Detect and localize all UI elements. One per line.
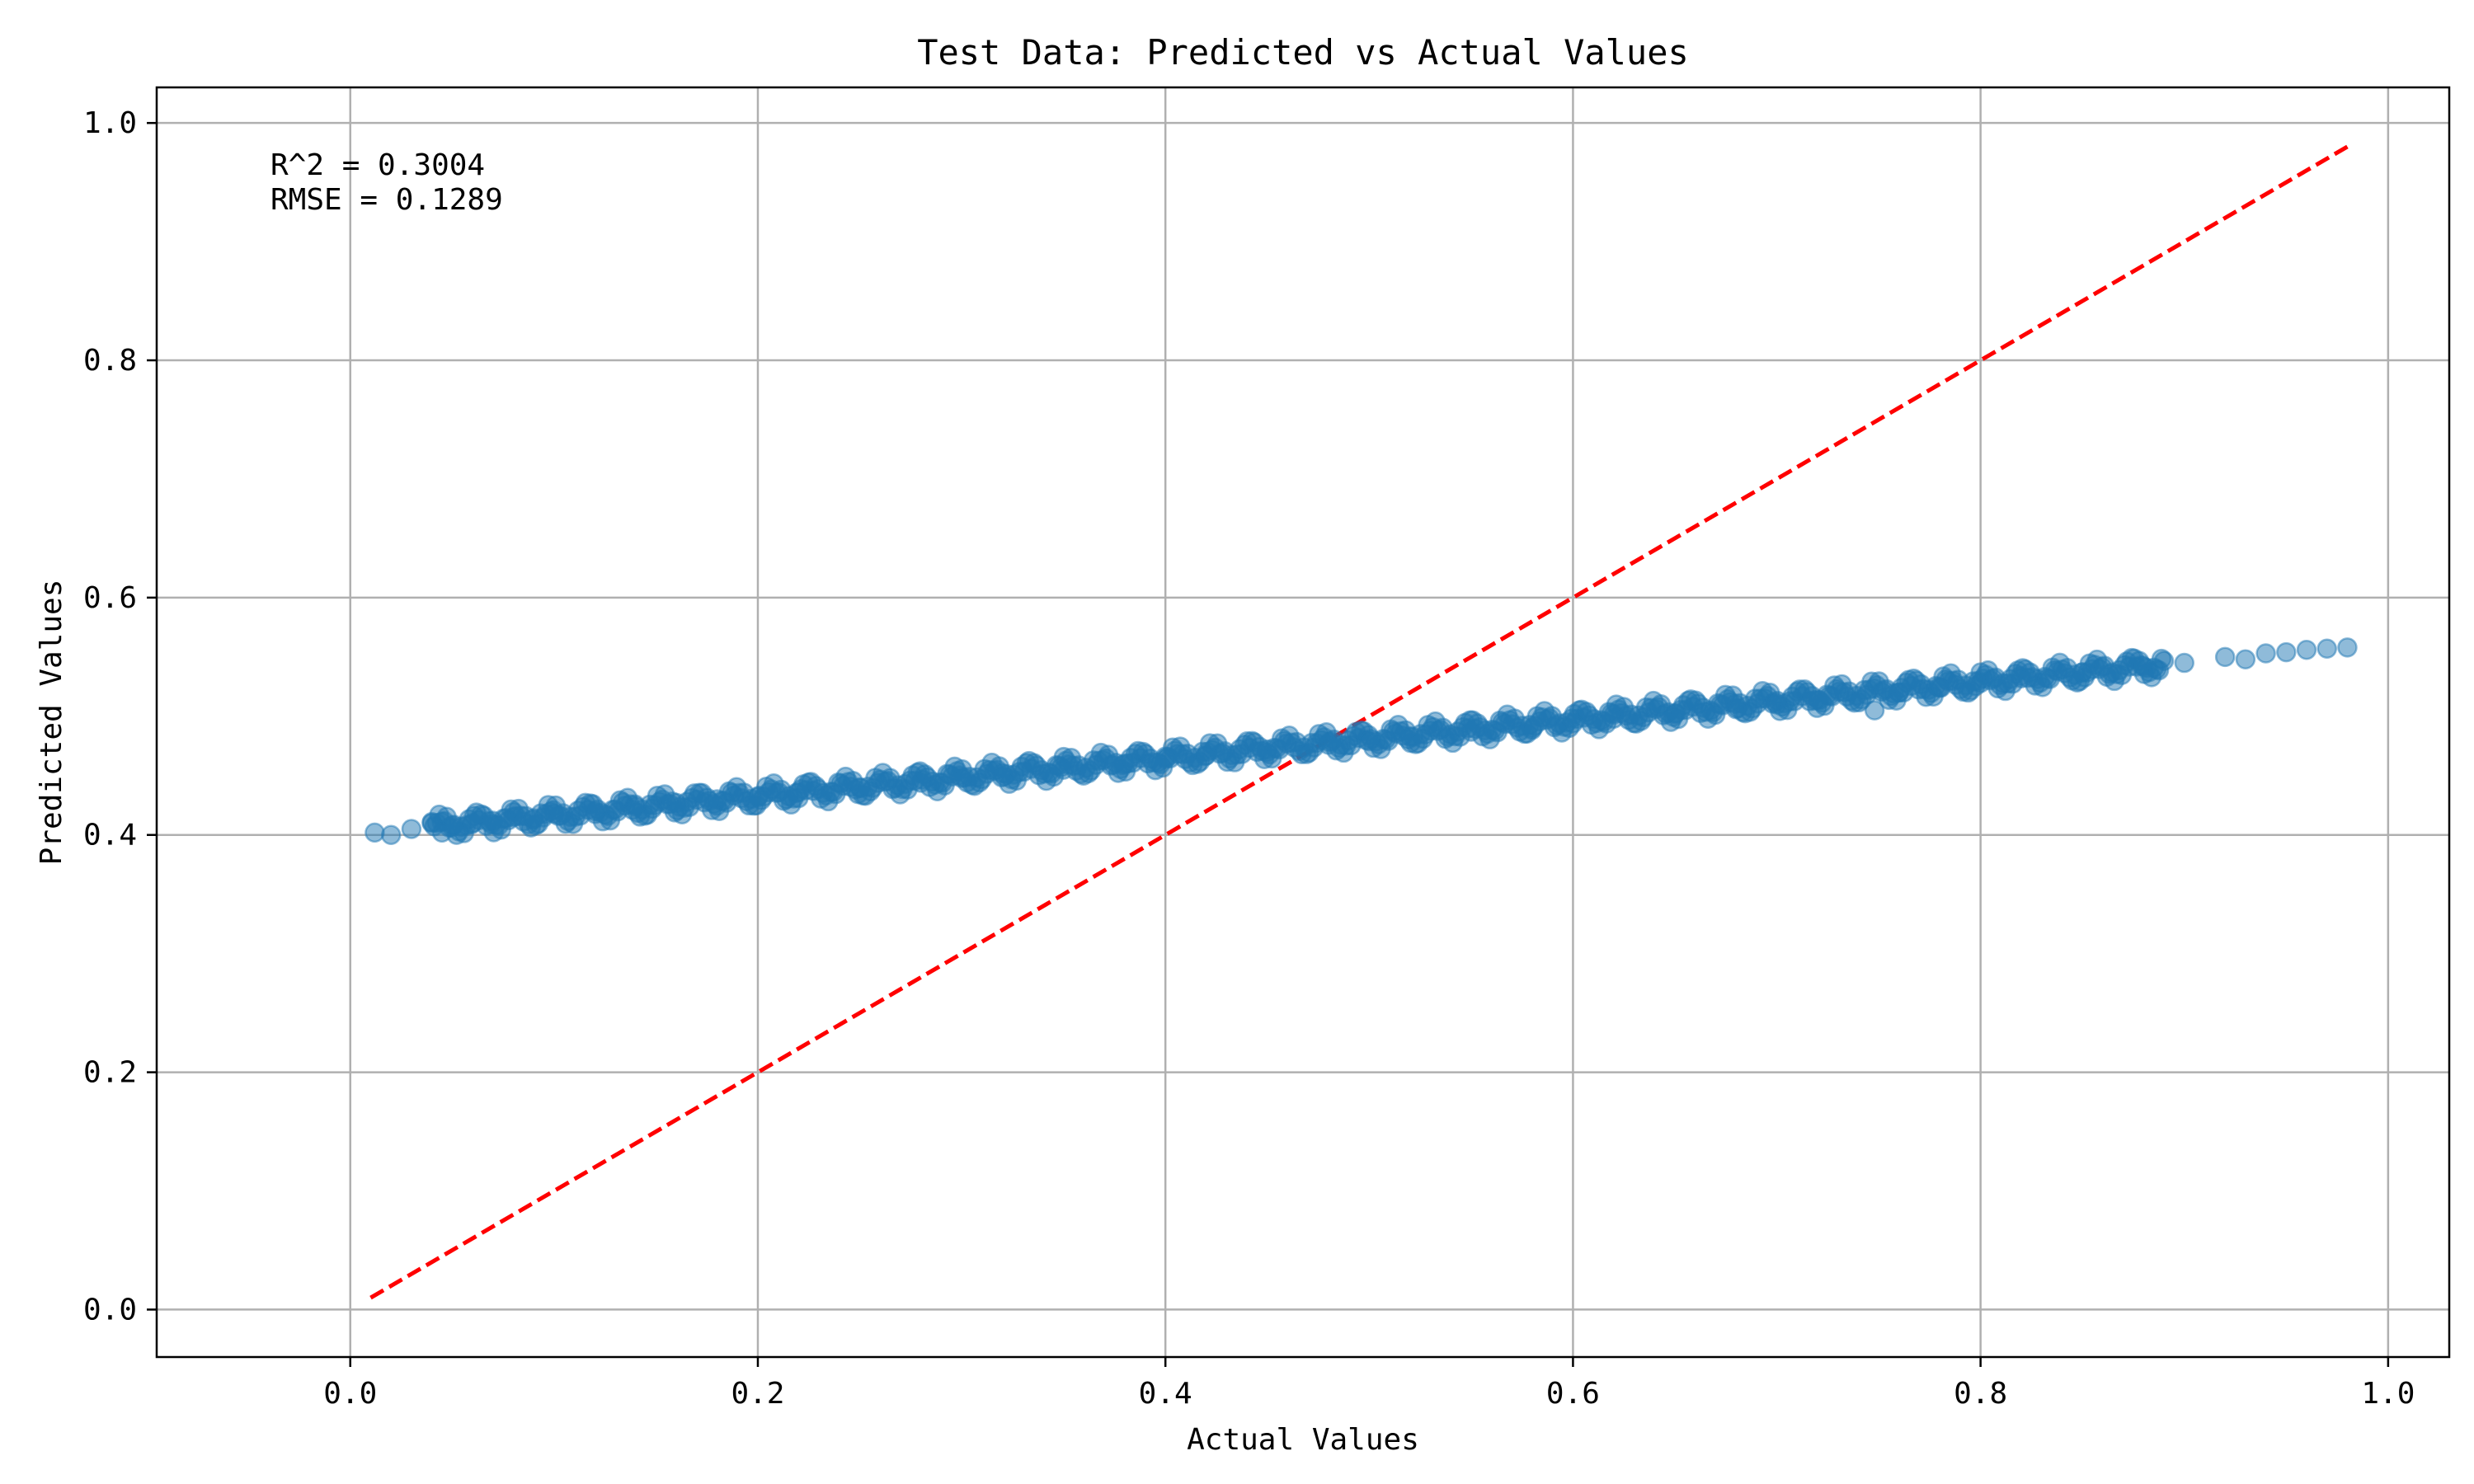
- scatter-point: [2072, 662, 2093, 683]
- scatter-point: [365, 822, 385, 843]
- scatter-point: [1155, 749, 1176, 769]
- scatter-point: [1053, 759, 1074, 780]
- scatter-point: [1563, 713, 1583, 734]
- x-axis-label: Actual Values: [1187, 1423, 1419, 1457]
- scatter-point: [543, 803, 565, 824]
- scatter-point: [788, 782, 809, 803]
- scatter-point: [1522, 717, 1543, 739]
- plot-frame: [155, 86, 2451, 1359]
- x-tick-label: 0.2: [731, 1377, 784, 1411]
- scatter-point: [2214, 646, 2236, 668]
- x-tick-label: 0.6: [1546, 1377, 1600, 1411]
- scatter-point: [2296, 639, 2317, 660]
- scatter-point: [910, 773, 931, 793]
- y-tick-label: 1.0: [83, 106, 137, 140]
- scatter-point: [1807, 689, 1828, 710]
- r-squared-annotation: R^2 = 0.3004: [270, 148, 485, 182]
- scatter-point: [442, 815, 463, 836]
- scatter-point: [666, 792, 687, 814]
- scatter-point: [1929, 678, 1950, 698]
- x-tick-label: 0.0: [323, 1377, 377, 1411]
- scatter-point: [1864, 700, 1885, 721]
- scatter-point: [380, 824, 402, 845]
- grid-lines: [157, 87, 2449, 1357]
- scatter-point: [747, 787, 769, 807]
- chart-title: Test Data: Predicted vs Actual Values: [917, 32, 1689, 73]
- y-axis-label: Predicted Values: [35, 580, 68, 866]
- scatter-point: [992, 763, 1013, 784]
- y-tick-label: 0.6: [83, 581, 137, 615]
- rmse-annotation: RMSE = 0.1289: [270, 183, 503, 217]
- y-tick-label: 0.4: [83, 819, 137, 852]
- scatter-point: [1399, 726, 1420, 747]
- scatter-point: [401, 819, 422, 839]
- y-tick-label: 0.2: [83, 1056, 137, 1090]
- scatter-point: [1766, 694, 1787, 715]
- scatter-point: [951, 768, 972, 788]
- scatter-point: [2316, 638, 2337, 660]
- scatter-point: [585, 801, 605, 822]
- scatter-point: [2337, 637, 2358, 658]
- axis-ticks: [147, 121, 2390, 1367]
- scatter-point: [2011, 668, 2032, 688]
- scatter-point: [1460, 721, 1482, 742]
- scatter-points: [365, 637, 2358, 845]
- scatter-point: [1114, 754, 1136, 774]
- scatter-point: [2133, 656, 2154, 677]
- scatter-point: [625, 796, 646, 817]
- scatter-point: [1603, 708, 1625, 729]
- scatter-point: [1257, 739, 1278, 760]
- scatter-point: [2255, 643, 2276, 664]
- scatter-point: [707, 789, 727, 810]
- scatter-point: [2235, 649, 2256, 669]
- x-tick-label: 1.0: [2361, 1377, 2415, 1411]
- scatter-point: [2174, 652, 2195, 674]
- y-tick-label: 0.8: [83, 344, 137, 378]
- scatter-point: [1664, 703, 1686, 725]
- scatter-point: [1888, 682, 1910, 703]
- scatter-point: [1318, 735, 1339, 755]
- x-tick-label: 0.4: [1139, 1377, 1192, 1411]
- scatter-point: [503, 806, 524, 828]
- y-tick-label: 0.0: [83, 1293, 137, 1327]
- scatter-point: [523, 808, 544, 829]
- scatter-point: [2276, 641, 2297, 663]
- scatter-point: [482, 810, 503, 831]
- scatter-point: [1359, 730, 1380, 752]
- scatter-point: [1196, 745, 1216, 766]
- scatter-point: [1970, 673, 1991, 693]
- scatter-point: [849, 777, 870, 798]
- scatter-point: [2153, 650, 2175, 671]
- x-tick-label: 0.8: [1954, 1377, 2007, 1411]
- scatter-point: [1725, 698, 1747, 720]
- scatter-point: [462, 813, 483, 834]
